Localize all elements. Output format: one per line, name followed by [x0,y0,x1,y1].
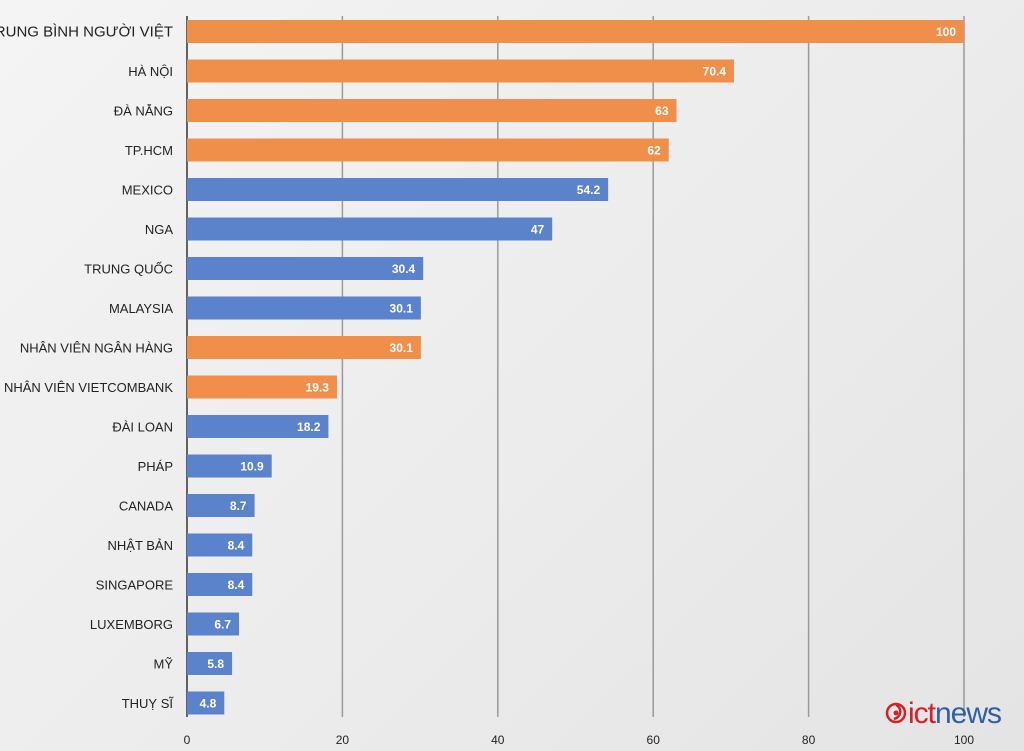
bar [187,454,272,478]
data-label: 4.8 [200,697,217,711]
category-label: MEXICO [122,183,173,198]
bar [187,533,253,557]
value-labels: 100 70.4 63 62 54.2 47 30.4 30.1 30.1 19.3 18.2 10.… [200,25,957,711]
data-label: 63 [655,104,669,118]
bar [187,652,233,675]
ictnews-swirl-icon [885,702,907,724]
data-label: 47 [531,223,545,237]
category-label: NHÂN VIÊN NGÂN HÀNG [20,341,173,356]
bar [187,296,421,320]
x-axis-ticks: 0 20 40 60 80 100 [184,733,975,747]
category-label: TRUNG QUỐC [84,262,173,277]
category-label: THUỴ SĨ [122,696,175,711]
category-label: NHẬT BẢN [108,538,174,553]
data-label: 8.4 [228,578,245,592]
logo-suffix: news [935,697,1001,730]
category-label: ĐÀ NẴNG [114,104,173,119]
data-label: 19.3 [306,381,330,395]
category-label: NHÂN VIÊN VIETCOMBANK [4,380,173,395]
data-label: 54.2 [577,183,601,197]
bar [187,99,677,122]
data-label: 30.1 [390,302,414,316]
category-label: HÀ NỘI [128,64,173,79]
ictnews-logo: ictnews [884,695,1014,731]
x-tick-label: 0 [184,733,191,747]
bar [187,415,329,438]
category-label: SINGAPORE [96,578,174,593]
category-labels: TRUNG BÌNH NGƯỜI VIỆT HÀ NỘI ĐÀ NẴNG TP.HCM… [0,24,174,712]
bar [187,178,609,201]
logo-prefix: ict [908,697,937,730]
category-label: MALAYSIA [109,301,173,316]
x-tick-label: 80 [802,733,816,747]
data-label: 6.7 [214,618,231,632]
bar [187,375,337,399]
x-tick-label: 20 [336,733,350,747]
bar [187,336,421,359]
bar [187,573,253,596]
category-label: CANADA [119,499,174,514]
data-label: 70.4 [703,65,727,79]
category-label: NGA [145,222,174,237]
bar [187,612,240,636]
gridlines [186,16,965,717]
category-label: MỸ [154,657,174,672]
bar [187,691,225,715]
svg-text:ictnews: ictnews [908,697,1001,730]
x-tick-label: 100 [954,733,974,747]
x-tick-label: 60 [647,733,661,747]
category-label: PHÁP [138,459,173,474]
data-label: 30.1 [390,341,414,355]
category-label: LUXEMBORG [90,617,173,632]
data-label: 62 [647,144,661,158]
data-label: 18.2 [297,420,321,434]
data-label: 100 [936,25,956,39]
data-label: 8.7 [230,499,247,513]
category-label: ĐÀI LOAN [112,420,173,435]
data-label: 30.4 [392,262,416,276]
bar [187,257,424,280]
bar [187,217,553,241]
data-label: 5.8 [207,657,224,671]
category-label: TP.HCM [125,143,173,158]
bar [187,59,735,83]
bar [187,494,255,517]
category-label: TRUNG BÌNH NGƯỜI VIỆT [0,24,173,41]
bar [187,138,669,162]
bar [187,20,964,43]
data-label: 10.9 [240,460,264,474]
x-tick-label: 40 [491,733,505,747]
bars [187,20,964,715]
data-label: 8.4 [228,539,245,553]
